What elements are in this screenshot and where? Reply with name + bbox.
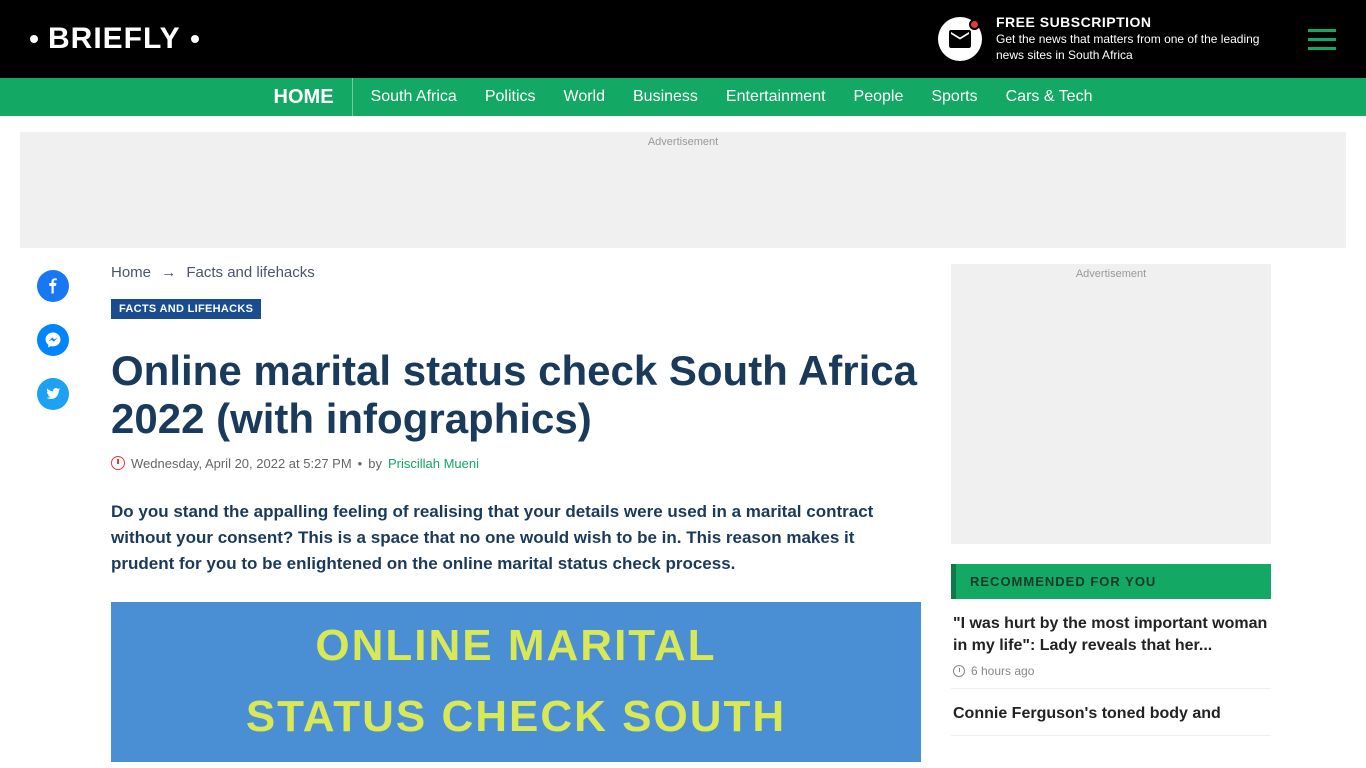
nav-people[interactable]: People [840, 78, 918, 116]
subscription-title: FREE SUBSCRIPTION [996, 14, 1286, 30]
sidebar-column: Advertisement RECOMMENDED FOR YOU "I was… [951, 264, 1271, 762]
article-column: Home → Facts and lifehacks FACTS AND LIF… [111, 264, 921, 762]
nav-business[interactable]: Business [619, 78, 712, 116]
nav-sports[interactable]: Sports [917, 78, 991, 116]
subscription-text: FREE SUBSCRIPTION Get the news that matt… [996, 14, 1286, 63]
breadcrumb: Home → Facts and lifehacks [111, 264, 921, 281]
article-meta: Wednesday, April 20, 2022 at 5:27 PM • b… [111, 456, 921, 471]
recommended-item-title: "I was hurt by the most important woman … [953, 613, 1269, 656]
recommended-item-time: 6 hours ago [971, 664, 1034, 678]
subscription-description: Get the news that matters from one of th… [996, 32, 1286, 63]
sidebar-ad: Advertisement [951, 264, 1271, 544]
recommended-item-title: Connie Ferguson's toned body and [953, 703, 1269, 725]
nav-cars-tech[interactable]: Cars & Tech [992, 78, 1107, 116]
sidebar-ad-label: Advertisement [1076, 268, 1146, 280]
meta-separator: • [358, 456, 363, 471]
article-author[interactable]: Priscillah Mueni [388, 456, 479, 471]
main-content: Home → Facts and lifehacks FACTS AND LIF… [13, 264, 1353, 762]
top-ad-banner: Advertisement [20, 132, 1346, 248]
share-twitter-icon[interactable] [37, 378, 69, 410]
breadcrumb-home[interactable]: Home [111, 264, 151, 281]
top-bar: BRIEFLY FREE SUBSCRIPTION Get the news t… [0, 0, 1366, 78]
nav-inner: HOME South Africa Politics World Busines… [260, 78, 1107, 116]
logo-text: BRIEFLY [48, 22, 181, 56]
logo-dot-left [30, 35, 38, 43]
category-tag[interactable]: FACTS AND LIFEHACKS [111, 299, 261, 319]
clock-icon [953, 665, 965, 677]
share-facebook-icon[interactable] [37, 270, 69, 302]
share-column [37, 264, 81, 762]
nav-world[interactable]: World [550, 78, 620, 116]
ad-label: Advertisement [648, 136, 718, 148]
recommended-item[interactable]: "I was hurt by the most important woman … [951, 599, 1271, 689]
share-messenger-icon[interactable] [37, 324, 69, 356]
top-right-group: FREE SUBSCRIPTION Get the news that matt… [938, 14, 1336, 63]
hero-image: ONLINE MARITAL STATUS CHECK SOUTH [111, 602, 921, 762]
site-logo[interactable]: BRIEFLY [30, 22, 199, 56]
recommended-item-meta: 6 hours ago [953, 664, 1269, 678]
nav-entertainment[interactable]: Entertainment [712, 78, 840, 116]
recommended-item[interactable]: Connie Ferguson's toned body and [951, 689, 1271, 736]
by-label: by [368, 456, 382, 471]
article-lead: Do you stand the appalling feeling of re… [111, 499, 921, 578]
nav-south-africa[interactable]: South Africa [357, 78, 471, 116]
mail-icon [938, 17, 982, 61]
hero-line-1: ONLINE MARITAL [315, 611, 716, 681]
article-date: Wednesday, April 20, 2022 at 5:27 PM [131, 456, 352, 471]
nav-home[interactable]: HOME [260, 78, 353, 116]
subscription-block[interactable]: FREE SUBSCRIPTION Get the news that matt… [938, 14, 1286, 63]
clock-icon [111, 456, 125, 470]
hero-line-2: STATUS CHECK SOUTH [246, 682, 786, 752]
article-title: Online marital status check South Africa… [111, 347, 921, 444]
main-nav: HOME South Africa Politics World Busines… [0, 78, 1366, 116]
nav-politics[interactable]: Politics [471, 78, 550, 116]
recommended-header: RECOMMENDED FOR YOU [951, 564, 1271, 599]
logo-dot-right [191, 35, 199, 43]
notification-dot-icon [969, 19, 980, 30]
breadcrumb-arrow-icon: → [161, 264, 176, 281]
breadcrumb-category[interactable]: Facts and lifehacks [186, 264, 314, 281]
menu-hamburger-icon[interactable] [1308, 29, 1336, 50]
